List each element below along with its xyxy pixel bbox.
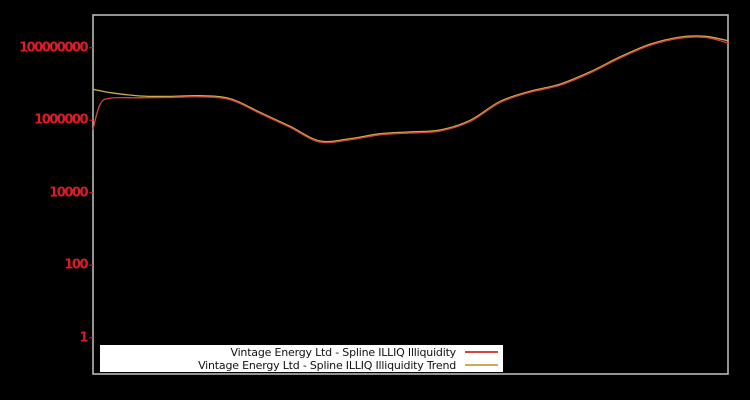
y-tick-label: 100 [64, 257, 88, 273]
y-tick-label: 1000000 [34, 112, 88, 128]
illiquidity-line-series [92, 36, 729, 144]
y-axis-labels: 1 100 10000 1000000 100000000 [0, 0, 88, 400]
legend-item-trend: Vintage Energy Ltd - Spline ILLIQ Illiqu… [100, 359, 498, 372]
legend-label-illiquidity: Vintage Energy Ltd - Spline ILLIQ Illiqu… [230, 345, 456, 359]
y-tick-label: 10000 [49, 185, 88, 201]
legend-line-sample-trend [465, 364, 498, 366]
legend-line-sample-illiquidity [465, 351, 498, 353]
y-tick-label: 100000000 [19, 40, 88, 56]
legend-label-trend: Vintage Energy Ltd - Spline ILLIQ Illiqu… [198, 358, 456, 372]
legend-item-illiquidity: Vintage Energy Ltd - Spline ILLIQ Illiqu… [100, 346, 498, 359]
y-axis-tick-marks [89, 47, 93, 339]
plot-border [92, 14, 729, 375]
y-tick-label: 1 [79, 330, 88, 346]
trend-line-series [92, 35, 729, 143]
legend: Vintage Energy Ltd - Spline ILLIQ Illiqu… [100, 345, 503, 372]
